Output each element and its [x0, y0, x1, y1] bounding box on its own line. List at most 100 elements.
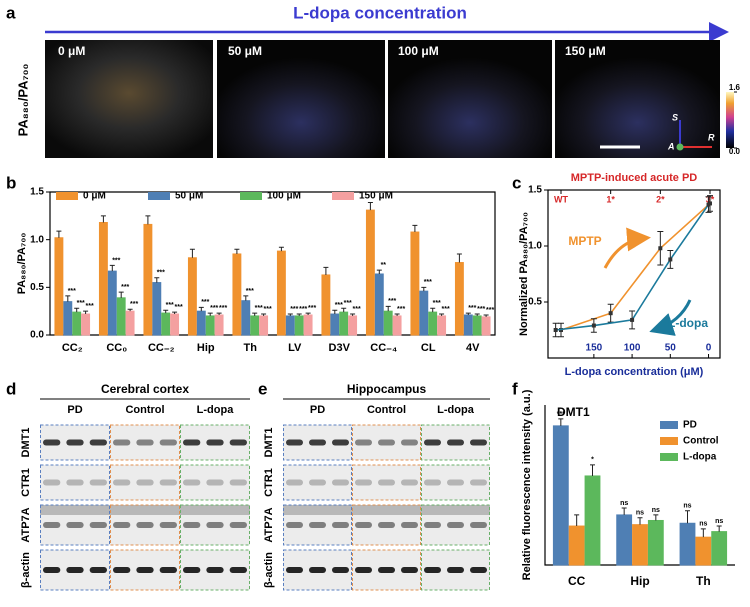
- legend-label: 50 μM: [175, 191, 203, 202]
- significance-label: ns: [699, 521, 707, 528]
- blot-band: [309, 567, 326, 573]
- x-tick-label: CC₂: [62, 342, 83, 354]
- significance-label: ***: [264, 306, 272, 313]
- error-bar: [189, 248, 195, 258]
- point: [630, 317, 635, 322]
- panel-a-title: L-dopa concentration: [293, 3, 467, 22]
- significance-label: ***: [433, 300, 441, 307]
- blot-band: [229, 567, 247, 573]
- significance-label: ***: [477, 306, 485, 313]
- blot-band: [113, 439, 131, 446]
- pa-image: [217, 40, 385, 158]
- significance-label: ***: [255, 305, 263, 312]
- blot-band: [401, 479, 418, 486]
- blot-band: [332, 522, 349, 528]
- x-tick-label: D3V: [329, 342, 351, 354]
- x2-tick-label: 2*: [656, 194, 665, 204]
- error-bar: [261, 313, 267, 316]
- group-outline: [421, 549, 490, 591]
- blot-band: [378, 522, 395, 528]
- point: [608, 311, 613, 316]
- error-bar: [332, 309, 338, 315]
- group-label: PD: [310, 404, 325, 416]
- trend-arrow: [603, 227, 651, 269]
- blot-band: [470, 522, 487, 528]
- bar: [552, 425, 569, 566]
- bar: [321, 274, 331, 336]
- significance-label: ***: [210, 305, 218, 312]
- significance-label: ***: [335, 302, 343, 309]
- bar: [232, 253, 242, 336]
- significance-label: ***: [112, 257, 120, 264]
- blot-band: [229, 479, 247, 486]
- blot-band: [89, 479, 107, 486]
- row-label: ATP7A: [263, 507, 275, 542]
- error-bar: [412, 224, 418, 233]
- error-bar: [207, 312, 213, 316]
- x-tick-label: Th: [696, 574, 711, 588]
- group-outline: [283, 464, 352, 501]
- bar: [285, 315, 295, 336]
- x2-tick-label: WT: [554, 194, 568, 204]
- legend-swatch: [660, 421, 678, 429]
- blot-band: [355, 522, 372, 528]
- error-bar: [65, 295, 71, 302]
- x-tick-label: 0: [706, 343, 712, 354]
- row-label: CTR1: [20, 468, 32, 497]
- blot-band: [66, 522, 84, 528]
- significance-label: ***: [219, 305, 227, 312]
- bar: [276, 250, 286, 336]
- bar: [428, 311, 438, 336]
- significance-label: ***: [166, 302, 174, 309]
- panel-label: c: [512, 173, 521, 192]
- blot-band: [66, 479, 84, 486]
- significance-label: ***: [353, 306, 361, 313]
- group-outline: [110, 549, 180, 591]
- error-bar: [127, 308, 133, 312]
- error-bar: [456, 253, 462, 263]
- blot-band: [401, 522, 418, 528]
- blot-band: [229, 439, 247, 446]
- x-tick-label: 4V: [466, 342, 480, 354]
- group-outline: [180, 549, 250, 591]
- error-bar: [574, 514, 580, 527]
- error-bar: [243, 295, 249, 301]
- y-tick-label: 1.0: [30, 234, 44, 245]
- axes: [547, 189, 721, 359]
- bar: [116, 297, 126, 336]
- pa-image: [45, 40, 213, 158]
- x-tick-label: CC₀: [106, 342, 127, 354]
- y-tick-label: 0.0: [30, 330, 44, 341]
- orientation-label: A: [667, 141, 675, 151]
- blot-band: [43, 567, 61, 573]
- series-annotation: MPTP: [568, 234, 601, 248]
- series-line: [560, 202, 711, 331]
- blot-band: [424, 522, 441, 528]
- blot-band: [43, 479, 61, 486]
- legend-swatch: [148, 192, 170, 200]
- colorbar-tick-label: 1.6: [729, 83, 741, 92]
- significance-label: ns: [683, 503, 691, 510]
- blot-band: [43, 522, 61, 528]
- panel-label: d: [6, 379, 16, 398]
- blot-band: [355, 439, 372, 446]
- blot-band: [378, 567, 395, 573]
- bar: [125, 310, 135, 336]
- significance-label: ***: [121, 284, 129, 291]
- legend-label: L-dopa: [683, 452, 717, 463]
- group-outline: [352, 549, 421, 591]
- blot-band: [136, 522, 154, 528]
- significance-label: ***: [388, 298, 396, 305]
- bar: [383, 310, 393, 336]
- significance-label: ***: [299, 306, 307, 313]
- significance-label: ***: [246, 288, 254, 295]
- blot-band: [470, 439, 487, 446]
- blot-band: [206, 439, 224, 446]
- significance-label: ***: [468, 305, 476, 312]
- bar: [616, 514, 633, 566]
- group-label: L-dopa: [197, 404, 235, 416]
- blot-title: Cerebral cortex: [101, 382, 189, 396]
- bar: [472, 315, 482, 336]
- significance-label: ***: [157, 270, 165, 277]
- group-outline: [180, 424, 250, 461]
